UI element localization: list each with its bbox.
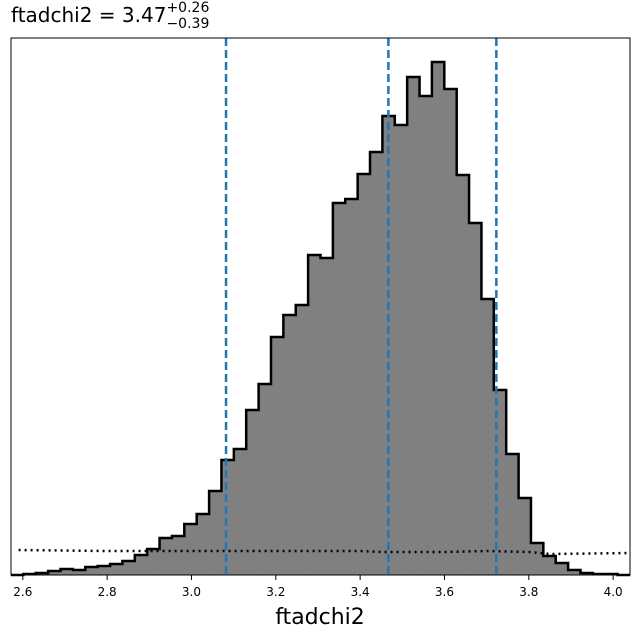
- histogram-bar: [171, 536, 185, 575]
- histogram-bar: [110, 564, 123, 575]
- histogram-bar: [506, 454, 519, 575]
- histogram-bar: [481, 299, 495, 575]
- x-tick-label: 2.6: [13, 585, 32, 599]
- histogram-bar: [357, 174, 371, 575]
- histogram-bar: [134, 555, 148, 575]
- histogram-bar: [419, 96, 433, 575]
- x-tick-label: 3.2: [266, 585, 285, 599]
- chart-title: ftadchi2 = 3.47+0.26: [11, 0, 209, 27]
- histogram-bar: [295, 305, 309, 575]
- histogram-bar: [308, 255, 321, 575]
- histogram-bar: [147, 549, 160, 575]
- histogram-bar: [72, 570, 86, 575]
- histogram-bar: [345, 199, 358, 575]
- histogram-bar: [60, 569, 74, 575]
- histogram-bar: [332, 203, 346, 575]
- histogram-bar: [85, 567, 98, 575]
- x-tick-label: 3.8: [519, 585, 538, 599]
- histogram-bar: [233, 449, 247, 575]
- histogram-bar: [518, 498, 532, 575]
- x-tick-label: 2.8: [98, 585, 117, 599]
- histogram-bar: [530, 543, 544, 575]
- plot-frame: [10, 37, 631, 576]
- histogram-bar: [122, 561, 136, 575]
- histogram-outline: [11, 60, 630, 577]
- title-main: ftadchi2 = 3.47: [11, 3, 166, 27]
- histogram-bar: [394, 125, 408, 575]
- histogram-bar: [258, 384, 272, 575]
- histogram-bar: [555, 563, 569, 575]
- histogram-bar: [407, 77, 420, 575]
- histogram-bar: [469, 223, 482, 575]
- x-axis-label: ftadchi2: [275, 605, 365, 630]
- title-upper: +0.26: [166, 0, 209, 16]
- histogram-bar: [283, 315, 297, 575]
- histogram-bar: [431, 62, 445, 575]
- histogram-bar: [543, 556, 557, 575]
- x-tick-label: 3.6: [435, 585, 454, 599]
- histogram-bar: [159, 538, 173, 575]
- histogram-bar: [270, 337, 284, 575]
- histogram-bar: [196, 514, 210, 575]
- histogram-bar: [456, 175, 470, 575]
- histogram-bar: [320, 258, 334, 575]
- title-lower: −0.39: [166, 16, 209, 32]
- histogram-bar: [370, 152, 383, 575]
- histogram-bar: [444, 89, 457, 575]
- x-tick-label: 3.0: [182, 585, 201, 599]
- histogram-bar: [48, 571, 61, 575]
- x-tick-label: 4.0: [604, 585, 623, 599]
- histogram-bar: [97, 566, 111, 575]
- histogram-bar: [184, 524, 197, 575]
- x-tick-label: 3.4: [351, 585, 370, 599]
- histogram-bar: [209, 491, 222, 575]
- histogram-bar: [246, 410, 259, 575]
- histogram-bar: [221, 460, 235, 575]
- histogram-bar: [568, 570, 581, 575]
